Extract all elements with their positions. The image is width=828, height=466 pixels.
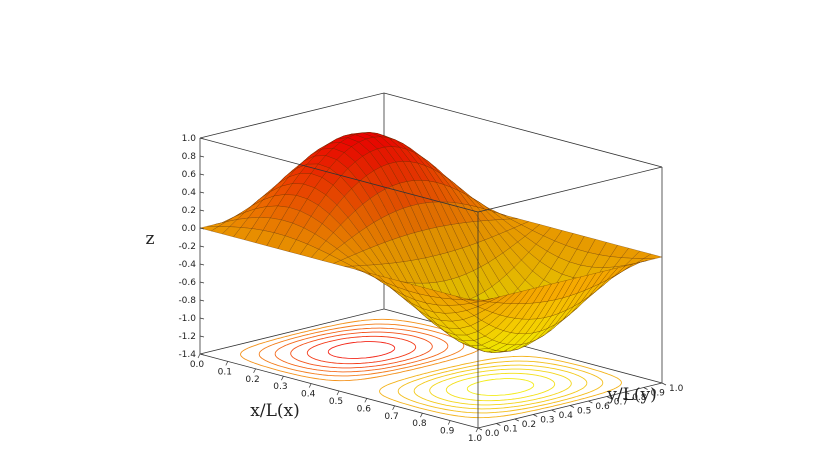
z-tick-mark xyxy=(199,227,205,230)
contour-level-8 xyxy=(258,323,465,377)
edge-top-right xyxy=(477,166,663,213)
y-tick-label: 0.2 xyxy=(522,420,536,430)
contour-level-10 xyxy=(290,331,433,369)
contour-level-1 xyxy=(466,378,535,396)
x-tick-label: 0.7 xyxy=(384,412,398,422)
contour-level-9 xyxy=(274,327,449,373)
x-tick-mark xyxy=(392,405,395,410)
z-tick-label: -0.4 xyxy=(178,260,196,270)
z-tick-label: 1.0 xyxy=(182,134,197,144)
x-tick-label: 0.4 xyxy=(301,390,316,400)
y-tick-label: 0.3 xyxy=(540,416,554,426)
x-tick-label: 0.3 xyxy=(273,382,287,392)
y-tick-mark xyxy=(514,418,519,422)
y-tick-label: 0.7 xyxy=(614,398,628,408)
z-tick-mark xyxy=(199,317,205,320)
y-tick-mark xyxy=(477,427,483,431)
x-tick-mark xyxy=(447,420,451,425)
surface-mesh xyxy=(199,132,663,353)
contour-level-3 xyxy=(429,368,572,406)
x-tick-label: 0.6 xyxy=(357,404,372,414)
y-tick-mark xyxy=(533,414,538,417)
x-tick-mark xyxy=(364,398,368,403)
y-tick-mark xyxy=(606,396,611,399)
x-tick-mark xyxy=(197,353,201,359)
z-tick-label: -1.2 xyxy=(178,332,196,342)
z-tick-label: -0.8 xyxy=(178,296,196,306)
z-tick-mark xyxy=(199,137,205,140)
axis-ticks: -1.4 -1.2 -1.0 -0.8 -0.6 -0.4 -0.2 0.0 0.2 0.4 0.6… xyxy=(178,134,683,444)
y-tick-label: 1.0 xyxy=(669,384,684,394)
z-tick-mark xyxy=(199,173,205,176)
y-axis-label: y/L(y) xyxy=(606,385,657,405)
surface-cell xyxy=(199,226,220,232)
y-tick-mark xyxy=(569,405,575,408)
x-tick-label: 0.5 xyxy=(329,397,343,407)
y-tick-label: 0.5 xyxy=(577,407,591,417)
z-tick-label: 0.4 xyxy=(182,188,197,198)
z-tick-mark xyxy=(199,209,205,212)
y-tick-label: 0.0 xyxy=(485,429,500,439)
z-tick-label: 0.6 xyxy=(182,170,197,180)
z-tick-label: 0.8 xyxy=(182,152,197,162)
y-tick-label: 0.6 xyxy=(595,402,610,412)
z-tick-mark xyxy=(199,191,205,194)
z-tick-mark xyxy=(199,155,205,158)
x-tick-mark xyxy=(253,368,256,373)
x-tick-mark xyxy=(420,413,423,418)
z-tick-label: 0.0 xyxy=(182,224,197,234)
x-tick-mark xyxy=(475,427,479,433)
z-tick-label: -1.0 xyxy=(178,314,196,324)
y-tick-label: 0.4 xyxy=(559,411,574,421)
contour-level-6 xyxy=(379,355,622,419)
x-tick-mark xyxy=(225,361,229,366)
y-tick-mark xyxy=(588,400,593,404)
edge-floor-left xyxy=(199,308,385,355)
contour-level-5 xyxy=(397,360,604,414)
z-tick-label: -1.4 xyxy=(178,350,196,360)
floor-contours xyxy=(240,318,622,419)
y-tick-mark xyxy=(643,387,648,390)
x-tick-mark xyxy=(281,376,284,381)
edge-top-back xyxy=(383,92,663,168)
contour-level-4 xyxy=(413,364,588,410)
y-tick-label: 0.8 xyxy=(632,393,647,403)
x-tick-mark xyxy=(308,383,312,388)
z-tick-mark xyxy=(199,353,205,356)
contour-level-12 xyxy=(327,341,396,359)
edge-top-front xyxy=(199,137,479,213)
z-tick-label: 0.2 xyxy=(182,206,196,216)
z-tick-mark xyxy=(199,299,205,302)
x-axis-label: x/L(x) xyxy=(250,401,299,421)
z-tick-mark xyxy=(199,335,205,338)
x-tick-label: 0.1 xyxy=(218,367,232,377)
x-tick-label: 0.8 xyxy=(412,419,427,429)
z-tick-mark xyxy=(199,281,205,284)
edge-top-left xyxy=(199,92,385,139)
x-tick-label: 0.9 xyxy=(440,427,455,437)
z-tick-label: -0.6 xyxy=(178,278,196,288)
z-tick-label: -0.2 xyxy=(178,242,196,252)
y-tick-mark xyxy=(661,382,667,386)
z-tick-mark xyxy=(199,263,205,266)
contour-level-2 xyxy=(445,372,556,402)
z-tick-mark xyxy=(199,245,205,248)
y-tick-label: 0.1 xyxy=(503,425,517,435)
y-tick-mark xyxy=(551,409,556,413)
x-tick-label: 0.0 xyxy=(190,360,205,370)
z-axis-label: z xyxy=(146,229,155,249)
y-tick-mark xyxy=(625,391,630,395)
x-tick-mark xyxy=(336,390,340,396)
x-tick-label: 1.0 xyxy=(468,434,483,444)
y-tick-label: 0.9 xyxy=(651,389,666,399)
x-tick-label: 0.2 xyxy=(245,375,259,385)
y-tick-mark xyxy=(496,423,501,426)
contour-level-11 xyxy=(306,335,417,365)
